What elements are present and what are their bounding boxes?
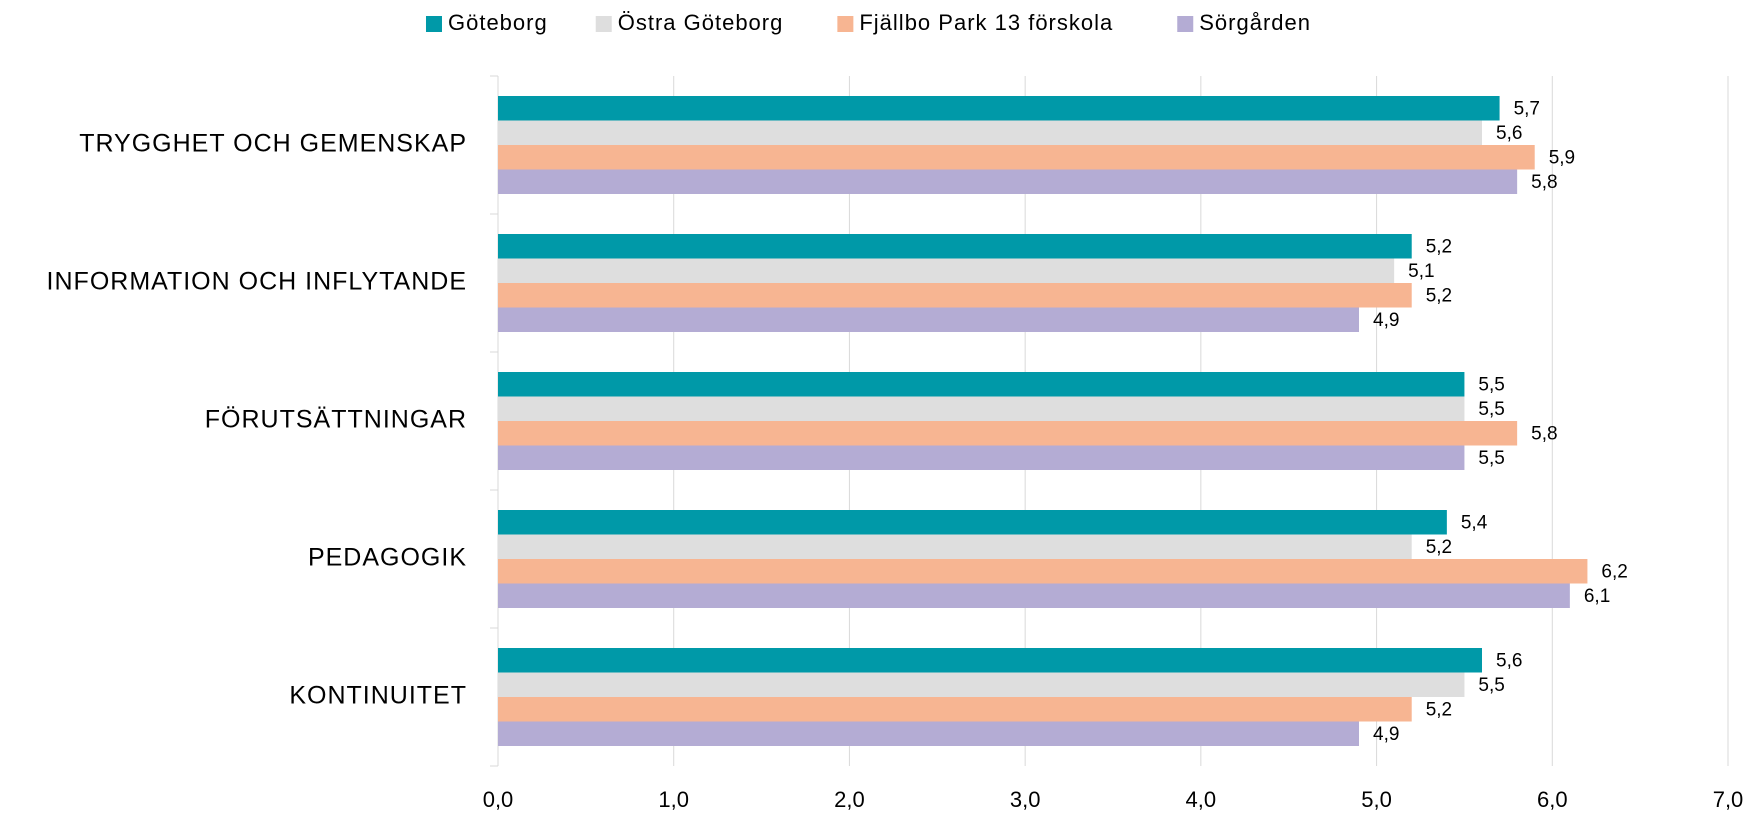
bar [498,697,1412,722]
data-label: 5,6 [1496,123,1522,144]
bar [498,559,1588,584]
data-label: 5,5 [1478,374,1504,395]
x-tick-label: 3,0 [1010,787,1041,812]
data-label: 5,7 [1514,98,1540,119]
bar [498,96,1500,121]
bar [498,372,1465,397]
legend-swatch [595,16,612,32]
data-label: 5,2 [1426,699,1452,720]
x-tick-label: 6,0 [1537,787,1568,812]
data-label: 5,1 [1408,261,1434,282]
data-label: 6,1 [1584,586,1610,607]
data-label: 5,8 [1531,423,1557,444]
bar [498,145,1535,170]
data-label: 5,2 [1426,236,1452,257]
bar [498,258,1395,283]
data-label: 5,8 [1531,172,1557,193]
data-label: 5,5 [1478,675,1504,696]
legend-swatch [425,16,442,32]
x-tick-label: 2,0 [834,787,865,812]
bar [498,510,1447,535]
legend-swatch [837,16,854,32]
bar [498,234,1412,259]
data-label: 4,9 [1373,724,1399,745]
bar [498,169,1518,194]
data-label: 5,4 [1461,512,1488,533]
category-label: PEDAGOGIK [308,544,467,572]
x-tick-label: 4,0 [1186,787,1217,812]
legend-label: Sörgården [1199,10,1311,35]
bar [498,445,1465,470]
data-label: 5,5 [1478,448,1504,469]
bar [498,283,1412,308]
data-label: 5,5 [1478,399,1504,420]
bar [498,120,1482,145]
data-label: 5,2 [1426,285,1452,306]
legend-label: Fjällbo Park 13 förskola [859,10,1113,35]
bar [498,534,1412,559]
bar [498,583,1570,608]
x-tick-label: 5,0 [1361,787,1392,812]
x-tick-label: 7,0 [1713,787,1744,812]
data-label: 5,9 [1549,147,1575,168]
category-label: FÖRUTSÄTTNINGAR [205,406,467,434]
legend-label: Östra Göteborg [618,10,784,35]
x-tick-label: 1,0 [658,787,689,812]
bar [498,721,1359,746]
data-label: 6,2 [1601,561,1627,582]
bar [498,672,1465,697]
data-label: 5,6 [1496,650,1522,671]
data-label: 4,9 [1373,310,1399,331]
category-label: KONTINUITET [289,682,467,710]
bar [498,421,1518,446]
bar [498,648,1482,673]
category-label: TRYGGHET OCH GEMENSKAP [79,130,467,158]
legend-swatch [1177,16,1194,32]
bar [498,307,1359,332]
legend-label: Göteborg [448,10,548,35]
data-label: 5,2 [1426,537,1452,558]
bar [498,396,1465,421]
x-tick-label: 0,0 [483,787,514,812]
category-label: INFORMATION OCH INFLYTANDE [47,268,467,296]
